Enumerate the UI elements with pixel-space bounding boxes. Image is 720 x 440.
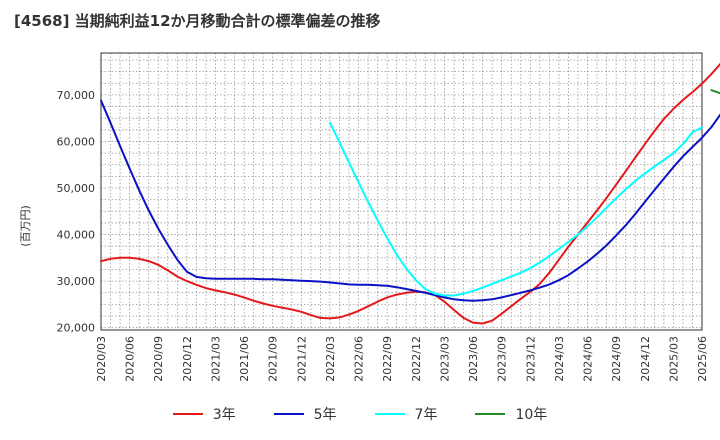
legend-item: 10年 — [475, 404, 547, 424]
legend-item: 7年 — [374, 404, 438, 424]
x-tick-label: 2023/03 — [438, 336, 451, 382]
x-tick-label: 2021/06 — [238, 336, 251, 382]
x-tick-label: 2020/12 — [181, 336, 194, 382]
x-tick-label: 2024/03 — [553, 336, 566, 382]
legend-label: 10年 — [515, 407, 548, 423]
x-tick-label: 2021/03 — [209, 336, 222, 382]
legend-label: 3年 — [212, 407, 236, 423]
y-tick-label: 40,000 — [57, 229, 96, 242]
legend-swatch — [475, 413, 506, 415]
x-tick-label: 2020/03 — [95, 336, 108, 382]
legend-item: 3年 — [172, 404, 236, 424]
x-tick-label: 2021/12 — [295, 336, 308, 382]
chart-legend: 3年 5年 7年 10年 — [0, 404, 720, 424]
x-tick-label: 2024/09 — [610, 336, 623, 382]
x-tick-label: 2022/12 — [410, 336, 423, 382]
y-tick-label: 20,000 — [57, 322, 96, 335]
x-tick-label: 2021/09 — [267, 336, 280, 382]
series-line-10年 — [710, 89, 720, 95]
plot-background — [101, 53, 702, 330]
x-tick-label: 2024/12 — [639, 336, 652, 382]
x-tick-label: 2022/03 — [324, 336, 337, 382]
series-line-5年 — [100, 99, 720, 302]
legend-swatch — [172, 413, 203, 415]
y-tick-label: 50,000 — [57, 182, 96, 195]
series-line-3年 — [100, 62, 720, 325]
chart-title: [4568] 当期純利益12か月移動合計の標準偏差の推移 — [14, 12, 381, 30]
legend-swatch — [374, 413, 405, 415]
legend-label: 5年 — [313, 407, 337, 423]
y-tick-label: 30,000 — [57, 275, 96, 288]
x-tick-label: 2023/06 — [467, 336, 480, 382]
legend-label: 7年 — [414, 407, 438, 423]
plot-frame — [100, 52, 703, 331]
legend-swatch — [273, 413, 304, 415]
x-tick-label: 2022/09 — [381, 336, 394, 382]
y-tick-label: 60,000 — [57, 135, 96, 148]
x-tick-label: 2020/06 — [124, 336, 137, 382]
x-tick-label: 2025/03 — [667, 336, 680, 382]
x-tick-label: 2023/12 — [524, 336, 537, 382]
legend-item: 5年 — [273, 404, 337, 424]
x-tick-label: 2024/06 — [582, 336, 595, 382]
x-tick-label: 2022/06 — [353, 336, 366, 382]
x-tick-label: 2020/09 — [152, 336, 165, 382]
x-tick-label: 2025/06 — [696, 336, 709, 382]
series-line-7年 — [329, 121, 703, 297]
y-tick-label: 70,000 — [57, 89, 96, 102]
x-tick-label: 2023/09 — [496, 336, 509, 382]
